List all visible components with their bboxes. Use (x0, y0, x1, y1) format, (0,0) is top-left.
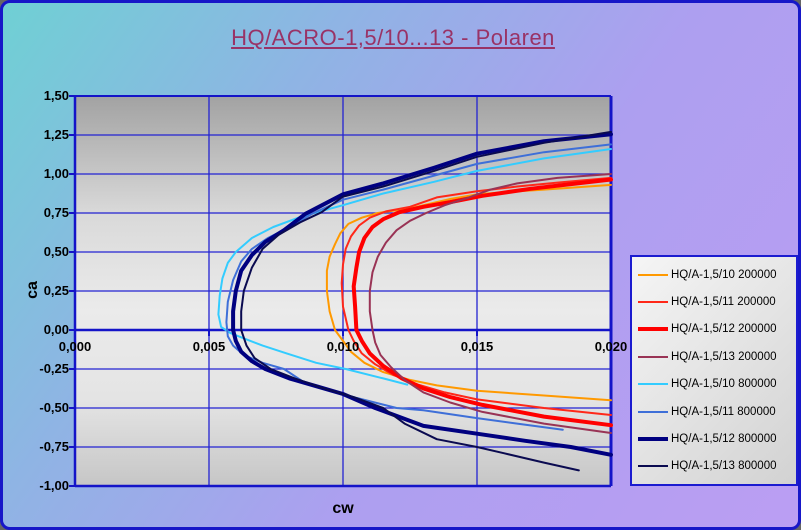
chart-title: HQ/ACRO-1,5/10...13 - Polaren (231, 25, 555, 50)
series-line (368, 173, 612, 434)
legend-label: HQ/A-1,5/13 800000 (671, 460, 777, 473)
series-line (231, 132, 613, 457)
x-axis-tick-label: 0,015 (460, 339, 494, 354)
series-line (240, 130, 612, 472)
series-line (325, 183, 612, 402)
legend-line-sample (638, 383, 668, 386)
chart-legend: HQ/A-1,5/10 200000 HQ/A-1,5/11 200000 HQ/A… (630, 255, 798, 486)
x-axis-tick-label: 0,000 (58, 339, 92, 354)
y-axis-tick-label: 1,25 (43, 127, 69, 142)
legend-label: HQ/A-1,5/10 800000 (671, 378, 777, 391)
legend-item: HQ/A-1,5/10 800000 (638, 378, 794, 390)
legend-item: HQ/A-1,5/13 200000 (638, 351, 794, 363)
y-axis-tick-label: 0,25 (43, 283, 69, 298)
legend-label: HQ/A-1,5/11 800000 (671, 405, 776, 418)
chart-canvas (69, 95, 613, 488)
y-axis-tick-label: -1,00 (39, 478, 69, 493)
legend-line-sample (638, 465, 668, 468)
legend-line-sample (638, 410, 668, 413)
x-axis-label: cw (332, 500, 354, 517)
y-axis-tick-label: 1,50 (43, 88, 69, 103)
legend-label: HQ/A-1,5/10 200000 (671, 268, 777, 281)
x-axis-tick-label: 0,020 (594, 339, 628, 354)
legend-item: HQ/A-1,5/13 800000 (638, 460, 794, 472)
legend-line-sample (638, 355, 668, 358)
y-axis-tick-label: 1,00 (43, 166, 69, 181)
series-line (225, 143, 612, 431)
legend-item: HQ/A-1,5/12 200000 (638, 323, 794, 335)
legend-label: HQ/A-1,5/11 200000 (671, 296, 776, 309)
legend-label: HQ/A-1,5/12 800000 (671, 432, 777, 445)
y-axis-tick-label: -0,50 (39, 400, 69, 415)
series-line (217, 148, 612, 386)
y-axis-tick-label: 0,50 (43, 244, 69, 259)
legend-label: HQ/A-1,5/12 200000 (671, 323, 777, 336)
y-axis-tick-label: 0,75 (43, 205, 69, 220)
y-axis-tick-label: -0,75 (39, 439, 69, 454)
x-axis-tick-label: 0,005 (192, 339, 226, 354)
legend-line-sample (638, 301, 668, 304)
y-axis-tick-label: -0,25 (39, 361, 69, 376)
legend-item: HQ/A-1,5/12 800000 (638, 433, 794, 445)
legend-item: HQ/A-1,5/10 200000 (638, 269, 794, 281)
x-axis-tick-label: 0,010 (326, 339, 360, 354)
series-line (351, 177, 613, 428)
y-axis-tick-label: 0,00 (43, 322, 69, 337)
legend-line-sample (638, 273, 668, 276)
legend-item: HQ/A-1,5/11 200000 (638, 296, 794, 308)
legend-line-sample (638, 436, 668, 441)
chart-plot-area (69, 95, 613, 488)
legend-line-sample (638, 327, 668, 332)
legend-item: HQ/A-1,5/11 800000 (638, 406, 794, 418)
legend-label: HQ/A-1,5/13 200000 (671, 350, 777, 363)
